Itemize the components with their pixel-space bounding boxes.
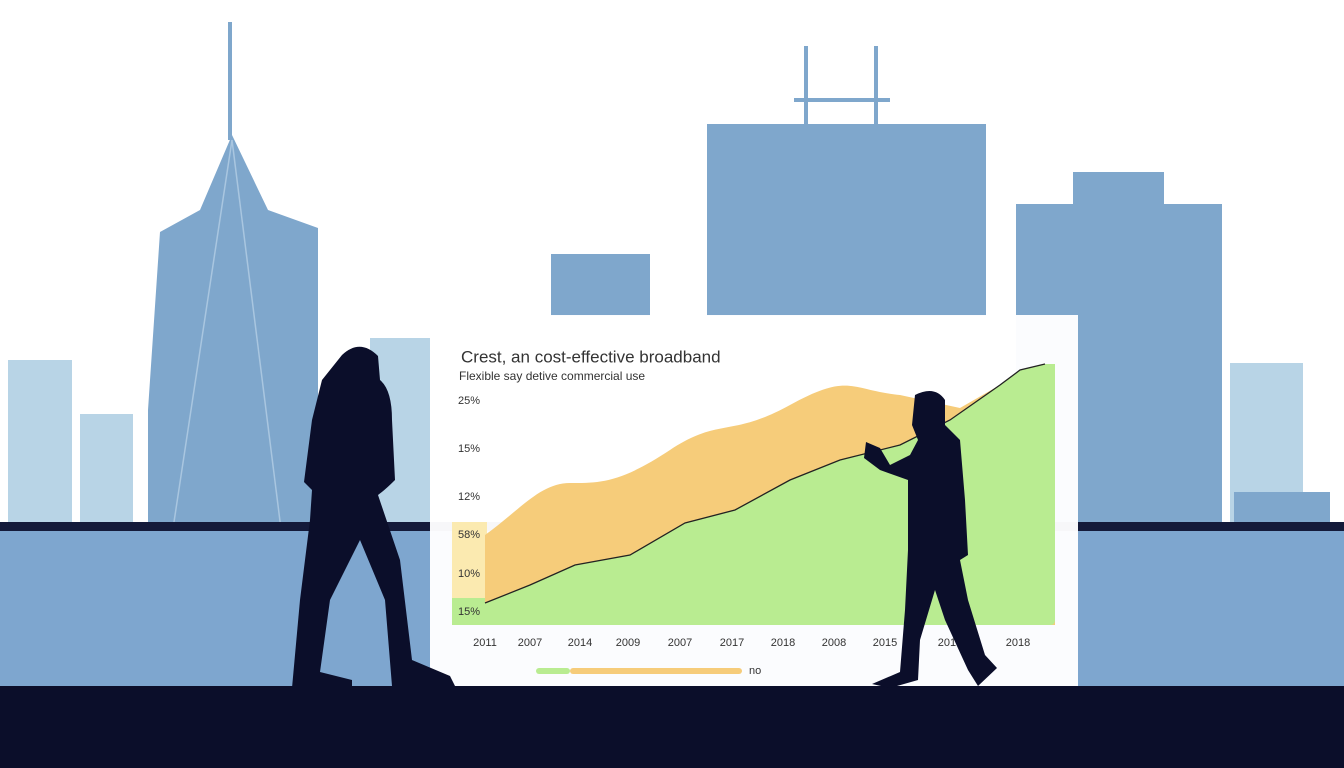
x-label: 2008 [822,637,846,649]
ground [0,686,1344,768]
y-label: 25% [458,395,480,407]
x-label: 2007 [518,637,542,649]
panel-title: Crest, an cost-effective broadband [461,347,721,366]
person-right [864,391,997,688]
y-label: 58% [458,529,480,541]
panel-subtitle: Flexible say detive commercial use [459,369,645,383]
x-label: 2018 [1006,637,1030,649]
trend-line [484,363,1046,604]
strip-yellow [452,522,487,598]
x-label: 2015 [873,637,897,649]
strip-green [452,598,487,625]
y-label: 15% [458,443,480,455]
x-label: 2007 [668,637,692,649]
legend-label: no [749,665,761,677]
legend-green [536,668,570,674]
x-label: 2011 [473,637,497,649]
x-label: 2014 [568,637,592,649]
x-label: 2018 [771,637,795,649]
x-label: 2017 [720,637,744,649]
y-label: 15% [458,606,480,618]
person-left [292,346,455,688]
legend-yellow [570,668,742,674]
y-label: 12% [458,491,480,503]
antennas [228,22,890,140]
x-label: 2009 [616,637,640,649]
y-label: 10% [458,568,480,580]
